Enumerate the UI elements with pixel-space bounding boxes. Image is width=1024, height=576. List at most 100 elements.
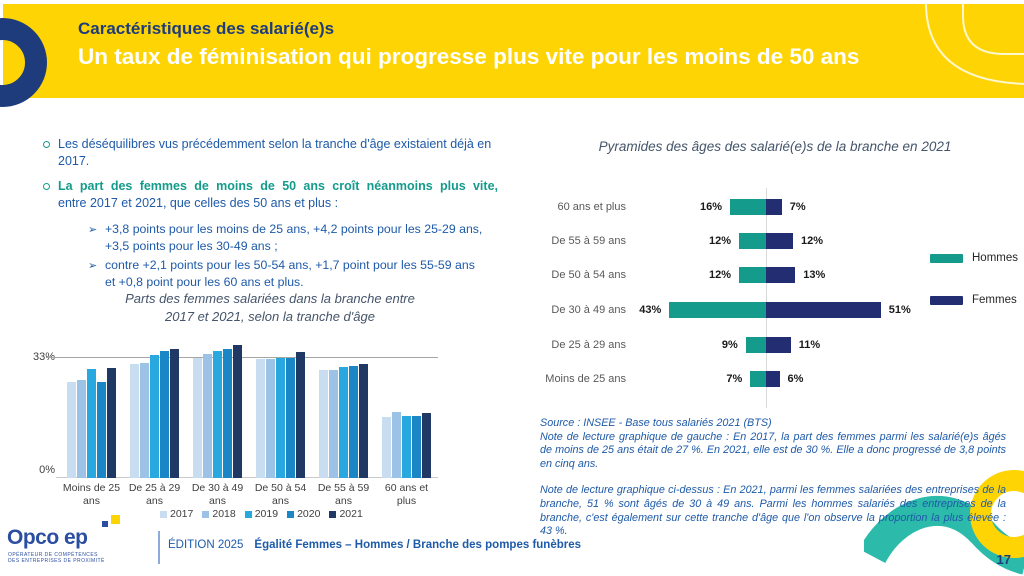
category-label: De 55 à 59 ans [317, 482, 370, 507]
femmes-bar [766, 371, 780, 387]
category-label: 60 ans et plus [384, 482, 429, 507]
legend-item-2017: 2017 [160, 508, 193, 520]
legend-item-2019: 2019 [244, 508, 278, 520]
pyramid-category-label: 60 ans et plus [557, 201, 627, 213]
pyramid-center-axis [766, 188, 767, 408]
bar-2018 [77, 379, 86, 478]
bullet-2-rest: entre 2017 et 2021, que celles des 50 an… [58, 196, 339, 210]
legend-item-2021: 2021 [329, 508, 363, 520]
bar-2020 [160, 351, 169, 478]
edition-label: ÉDITION 2025 [168, 539, 244, 551]
legend-label: 2020 [297, 508, 321, 520]
x-axis-line [56, 477, 438, 478]
left-chart-title: Parts des femmes salariées dans la branc… [70, 290, 470, 325]
femmes-value-label: 11% [798, 338, 821, 351]
bar-group [249, 343, 312, 478]
bar-2021 [170, 349, 179, 478]
bullet-circle-icon [43, 141, 50, 148]
logo-tagline-line-1: OPÉRATEUR DE COMPÉTENCES [8, 552, 98, 558]
bar-group [60, 343, 123, 478]
bar-2017 [67, 381, 76, 478]
right-chart-title: Pyramides des âges des salarié(e)s de la… [598, 139, 952, 154]
femmes-value-label: 6% [787, 372, 804, 385]
legend-label: Femmes [972, 294, 1017, 306]
hommes-bar [669, 302, 766, 318]
bar-2020 [412, 415, 421, 478]
logo-tagline: OPÉRATEUR DE COMPÉTENCES DES ENTREPRISES… [8, 552, 105, 564]
hommes-bar [750, 371, 766, 387]
legend-swatch [244, 510, 252, 518]
bar-2018 [392, 411, 401, 478]
bar-2019 [87, 368, 96, 478]
opco-ep-logo: Opco ep [7, 526, 88, 549]
bar-2021 [233, 344, 242, 478]
legend-label: 2017 [170, 508, 194, 520]
pyramid-row: De 50 à 54 ans 12% 13% [540, 265, 1024, 285]
hommes-bar [730, 199, 766, 215]
pyramid-row: De 25 à 29 ans 9% 11% [540, 335, 1024, 355]
hommes-value-label: 12% [708, 234, 731, 247]
pyramid-row: De 55 à 59 ans 12% 12% [540, 231, 1024, 251]
femmes-value-label: 7% [789, 200, 806, 213]
hommes-bar [739, 267, 766, 283]
document-subject: Égalité Femmes – Hommes / Branche des po… [254, 539, 582, 551]
bar-2019 [276, 357, 285, 478]
bar-2020 [223, 349, 232, 478]
femmes-bar [766, 233, 793, 249]
hommes-value-label: 43% [639, 303, 662, 316]
category-axis: Moins de 25 ans De 25 à 29 ans De 30 à 49 … [60, 482, 438, 507]
femmes-bar [766, 267, 796, 283]
bullet-item-2: La part des femmes de moins de 50 ans cr… [40, 178, 498, 212]
hommes-value-label: 16% [699, 200, 722, 213]
sub-bullet-1-line-2: +3,5 points pour les 30-49 ans ; [105, 238, 278, 253]
legend-swatch [160, 510, 167, 518]
legend-label: 2018 [212, 508, 236, 520]
bar-group [375, 343, 438, 478]
legend-swatch [287, 510, 295, 518]
femmes-value-label: 12% [801, 234, 824, 247]
hommes-value-label: 7% [726, 372, 743, 385]
bar-2020 [97, 381, 106, 478]
legend-swatch [930, 295, 963, 305]
legend-item-2020: 2020 [287, 508, 320, 520]
pyramid-category-label: De 25 à 29 ans [551, 339, 626, 351]
age-pyramid-chart: 60 ans et plus 16% 7% De 55 à 59 ans 12% 12% D… [540, 188, 1024, 408]
femmes-value-label: 51% [888, 303, 911, 316]
note-left-chart: Note de lecture graphique de gauche : En… [540, 430, 1006, 470]
footer-divider [158, 531, 160, 564]
bar-2020 [286, 357, 295, 478]
sub-bullet-1: ➢ +3,8 points pour les moins de 25 ans, … [88, 221, 498, 254]
femmes-bar [766, 337, 791, 353]
bar-2017 [193, 357, 202, 478]
bullet-1-text: Les déséquilibres vus précédemment selon… [58, 137, 492, 168]
footer-text: ÉDITION 2025 Égalité Femmes – Hommes / B… [168, 539, 581, 551]
legend-item-femmes: Femmes [930, 294, 1017, 306]
legend-swatch [202, 510, 210, 518]
bar-2017 [256, 359, 265, 478]
hommes-value-label: 12% [708, 268, 731, 281]
bullet-circle-icon [43, 183, 50, 190]
category-label: De 25 à 29 ans [128, 482, 181, 507]
bar-2018 [140, 362, 149, 478]
sub-bullet-2-line-1: contre +2,1 points pour les 50-54 ans, +… [105, 258, 475, 272]
slide-kicker: Caractéristiques des salarié(e)s [78, 19, 335, 38]
bar-2018 [329, 370, 338, 478]
bar-2021 [296, 351, 305, 478]
bar-2021 [422, 412, 431, 478]
logo-tagline-line-2: DES ENTREPRISES DE PROXIMITÉ [8, 557, 105, 564]
yellow-ring [970, 470, 1024, 558]
bar-2018 [266, 359, 275, 478]
legend-item-2018: 2018 [202, 508, 236, 520]
bar-2020 [349, 365, 358, 478]
bar-group [186, 343, 249, 478]
hommes-value-label: 9% [721, 338, 738, 351]
hommes-bar [739, 233, 766, 249]
logo-blue-square [102, 521, 108, 527]
sub-bullet-2-line-2: et +0,8 point pour les 60 ans et plus. [105, 274, 304, 289]
bar-2019 [402, 415, 411, 478]
bar-2019 [150, 355, 159, 478]
bar-groups [60, 343, 438, 478]
hommes-bar [745, 337, 766, 353]
legend-swatch [930, 253, 963, 263]
legend-label: Hommes [972, 252, 1019, 264]
